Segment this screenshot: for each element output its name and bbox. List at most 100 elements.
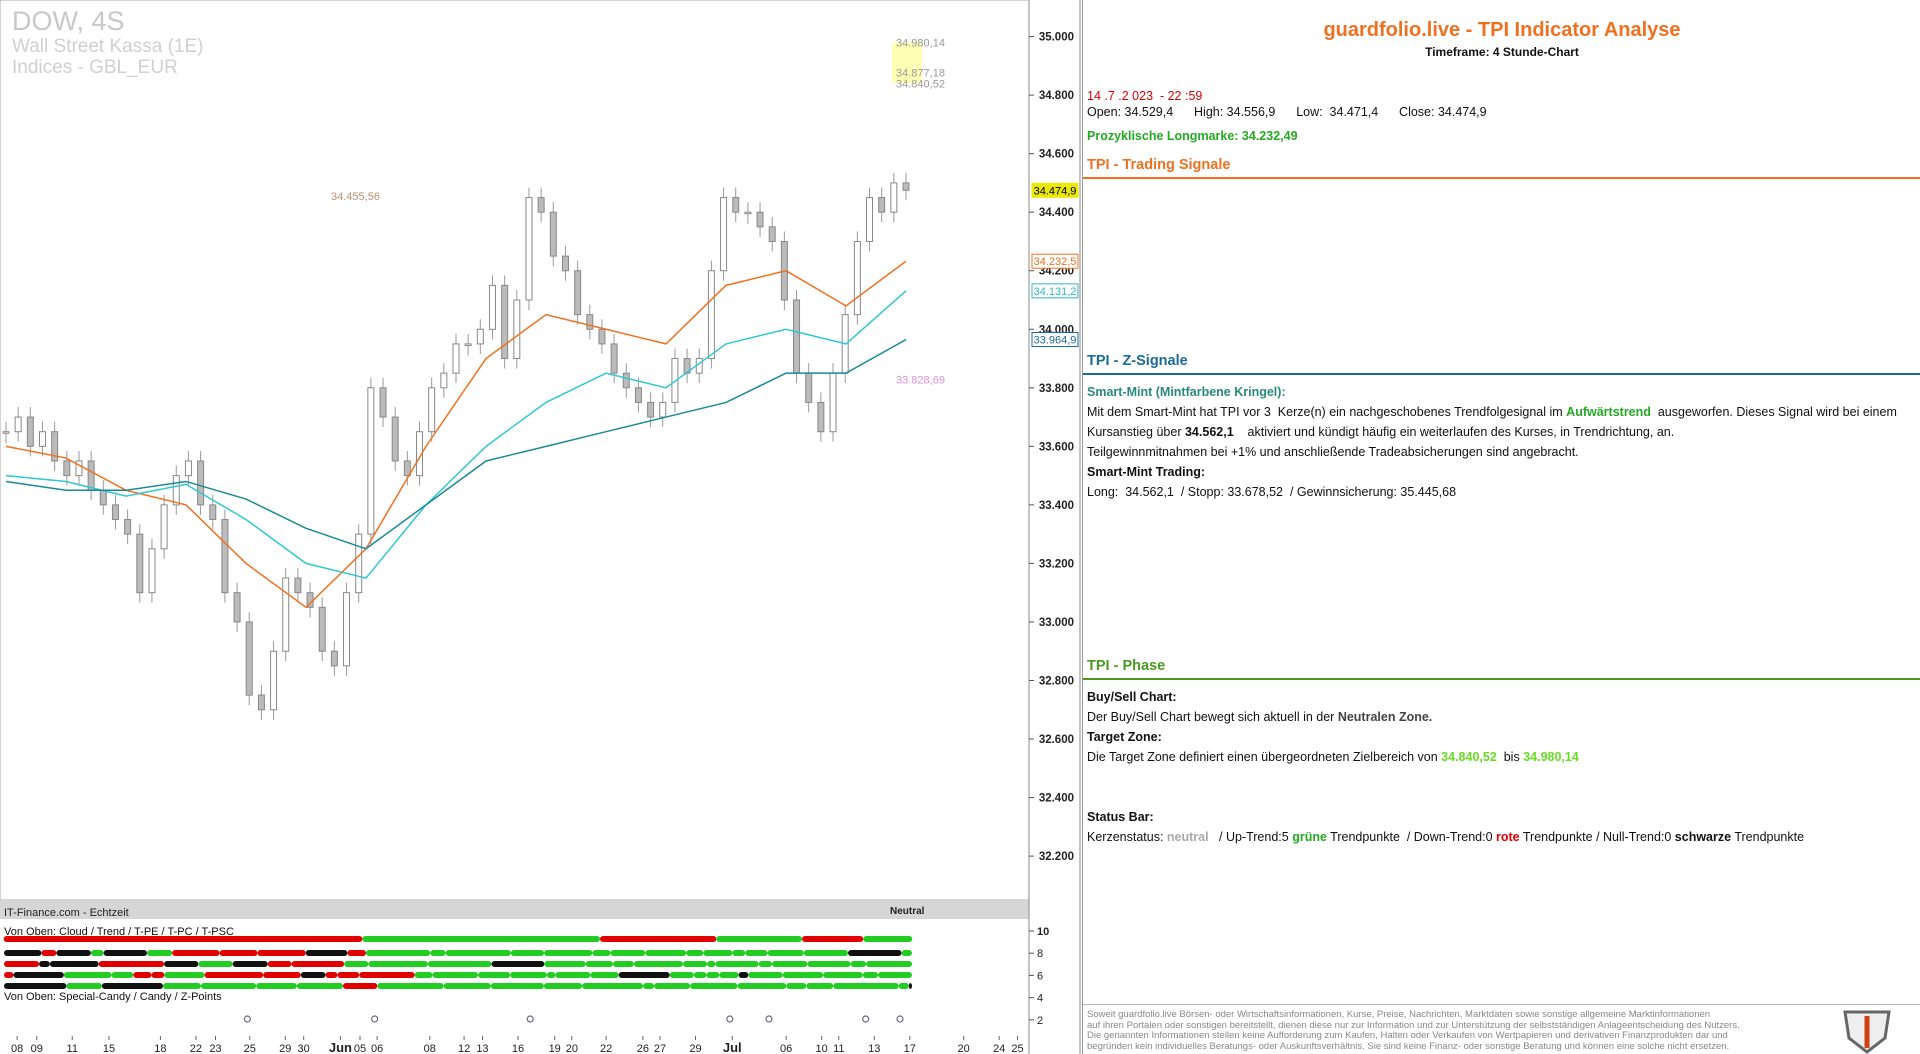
price-tick-label: 32.400 — [1039, 793, 1074, 805]
price-label: 34.232,5 — [1034, 256, 1077, 268]
date-label: 22 — [600, 1043, 612, 1054]
price-label-box — [1031, 332, 1079, 348]
text-line: Kursanstieg über 34.562,1 aktiviert und … — [1087, 425, 1674, 439]
heading: Target Zone: — [1087, 730, 1162, 744]
text: aktiviert und kündigt häufig ein weiterl… — [1233, 425, 1675, 439]
price-label-box — [1031, 253, 1079, 269]
text-line: Teilgewinnmitnahmen bei +1% und anschlie… — [1087, 445, 1579, 459]
date-label: 26 — [637, 1043, 649, 1054]
status-segment — [715, 961, 759, 967]
text-line: Kerzenstatus: neutral / Up-Trend:5 grüne… — [1087, 830, 1804, 844]
candle — [343, 592, 351, 667]
status-segment — [267, 961, 292, 967]
z-point — [371, 1015, 379, 1023]
status-segment — [4, 972, 14, 978]
status-segment — [510, 950, 545, 956]
status-segment — [66, 983, 102, 989]
indicator-header — [0, 900, 1029, 919]
price-tick-label: 32.200 — [1039, 851, 1074, 863]
heading: Status Bar: — [1087, 810, 1154, 824]
status-segment — [654, 983, 691, 989]
price-tick-label: 34.400 — [1039, 207, 1074, 219]
text: Trendpunkte / Down-Trend:0 — [1326, 830, 1496, 844]
candle — [744, 211, 752, 215]
candle — [233, 592, 241, 623]
status-segment — [63, 972, 112, 978]
date-label: 20 — [958, 1043, 970, 1054]
date-label: Jul — [723, 1040, 742, 1054]
status-segment — [706, 972, 720, 978]
candle — [184, 460, 192, 477]
text: Die Target Zone definiert einen übergeor… — [1087, 750, 1442, 764]
low: Low: 34.471,4 — [1296, 105, 1379, 119]
candle — [403, 460, 411, 477]
date-label: 13 — [476, 1043, 488, 1054]
footer-rule — [1083, 1004, 1920, 1005]
date-label: 22 — [190, 1043, 202, 1054]
date-label: 25 — [244, 1043, 256, 1054]
source: IT-Finance.com - Echtzeit — [4, 907, 129, 919]
status-segment — [200, 983, 257, 989]
status-segment — [748, 972, 783, 978]
status-segment — [544, 961, 586, 967]
text: schwarze — [1674, 830, 1732, 844]
candle — [707, 270, 715, 360]
candle — [720, 197, 728, 272]
candle — [501, 284, 509, 360]
status-segment — [430, 950, 446, 956]
candle — [561, 255, 569, 272]
candle — [294, 577, 302, 594]
candle — [330, 650, 338, 667]
status-segment — [866, 961, 912, 967]
status-segment — [325, 972, 338, 978]
average-line — [5, 338, 907, 550]
date-label: 25 — [1011, 1043, 1023, 1054]
candle — [282, 577, 290, 652]
status-segment — [263, 972, 301, 978]
candle — [99, 489, 107, 506]
status-segment — [491, 961, 545, 967]
text-line: Der Buy/Sell Chart bewegt sich aktuell i… — [1087, 710, 1432, 724]
text: Kerzenstatus: — [1087, 830, 1167, 844]
status-segment — [300, 972, 326, 978]
status-segment — [732, 950, 746, 956]
heading: Buy/Sell Chart: — [1087, 690, 1177, 704]
candle — [379, 387, 387, 418]
status-segment — [719, 972, 739, 978]
candle — [525, 197, 533, 301]
bar-title: Von Oben: Cloud / Trend / T-PE / T-PC / … — [4, 926, 234, 938]
average-line — [5, 290, 907, 579]
status-segment — [613, 961, 634, 967]
date-label: 17 — [904, 1043, 916, 1054]
status-segment — [164, 972, 205, 978]
panel-title: guardfolio.live - TPI Indicator Analyse — [1323, 19, 1681, 41]
timeframe: Timeframe: 4 Stunde-Chart — [1425, 45, 1579, 59]
status-segment — [582, 983, 643, 989]
status-segment — [101, 983, 164, 989]
status-segment — [103, 950, 148, 956]
disclaimer-line: Soweit guardfolio.live Börsen- oder Wirt… — [1087, 1009, 1711, 1020]
candle — [647, 401, 655, 418]
text: Mit dem Smart-Mint hat TPI vor 3 Kerze(n… — [1087, 405, 1567, 419]
status-segment — [56, 950, 91, 956]
status-segment — [111, 972, 134, 978]
disclaimer: Soweit guardfolio.live Börsen- oder Wirt… — [1087, 1009, 1740, 1052]
date-label: 19 — [549, 1043, 561, 1054]
status-segment — [359, 972, 415, 978]
status-segment — [133, 972, 152, 978]
datetime: 14 .7 .2 023 - 22 :59 — [1087, 89, 1203, 103]
high: High: 34.556,9 — [1194, 105, 1276, 119]
text: neutral — [1166, 830, 1209, 844]
section-title: TPI - Trading Signale — [1087, 157, 1231, 173]
status-segment — [782, 972, 824, 978]
status-segment — [898, 983, 909, 989]
price-label-box — [1031, 182, 1079, 198]
status-segment — [767, 950, 804, 956]
candle — [51, 431, 59, 462]
status-segment — [510, 972, 547, 978]
status-segment — [786, 983, 807, 989]
candle — [756, 211, 764, 228]
z-point — [243, 1015, 251, 1023]
status-segment — [690, 983, 738, 989]
annotation: 34.455,56 — [331, 191, 380, 203]
